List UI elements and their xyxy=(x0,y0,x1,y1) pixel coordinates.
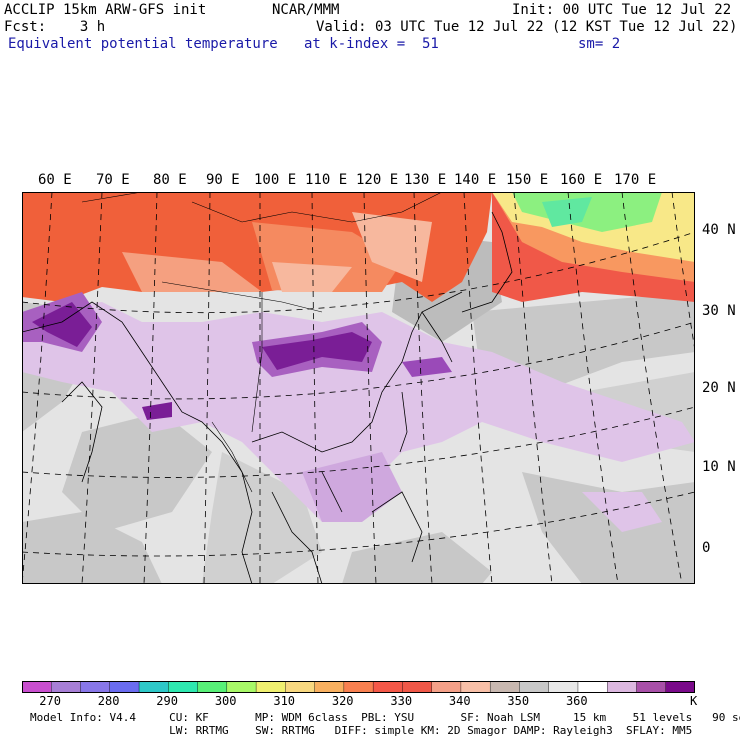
lon-label: 110 E xyxy=(305,172,348,188)
graticule xyxy=(22,192,695,584)
lon-label: 170 E xyxy=(614,172,657,188)
lon-label: 130 E xyxy=(404,172,447,188)
lon-label: 60 E xyxy=(38,172,72,188)
colorbar-tick-label: 320 xyxy=(331,694,354,708)
purple-core xyxy=(32,302,92,347)
model-title: ACCLIP 15km ARW-GFS init xyxy=(4,2,207,18)
colorbar-tick-label: 350 xyxy=(507,694,530,708)
gray-region xyxy=(22,512,162,584)
gray-region xyxy=(62,412,212,532)
colorbar xyxy=(22,681,695,693)
model-info-line1: Model Info: V4.4 CU: KF MP: WDM 6class P… xyxy=(30,711,740,724)
field-name: Equivalent potential temperature xyxy=(8,36,278,52)
colorbar-cell xyxy=(255,681,287,693)
valid-time: Valid: 03 UTC Tue 12 Jul 22 (12 KST Tue … xyxy=(316,19,738,35)
lat-label: 0 xyxy=(702,540,711,556)
green-region xyxy=(542,197,592,227)
colorbar-unit: K xyxy=(690,694,698,708)
colorbar-cell xyxy=(665,681,695,693)
salmon-region xyxy=(272,262,352,292)
colorbar-cell xyxy=(51,681,82,693)
colorbar-tick-label: 340 xyxy=(448,694,471,708)
colorbar-cell xyxy=(372,681,404,693)
lavender-region xyxy=(22,302,695,522)
lon-label: 70 E xyxy=(96,172,130,188)
organization-label: NCAR/MMM xyxy=(272,2,340,18)
theta-e-map xyxy=(22,192,695,584)
colorbar-cell xyxy=(431,681,462,693)
colorbar-cell xyxy=(607,681,638,693)
lavender-region xyxy=(302,452,402,522)
colorbar-cell xyxy=(343,681,374,693)
colorbar-cell xyxy=(402,681,433,693)
colorbar-tick-label: 310 xyxy=(273,694,296,708)
model-info-line2: LW: RRTMG SW: RRTMG DIFF: simple KM: 2D … xyxy=(30,724,693,737)
colorbar-tick-label: 300 xyxy=(214,694,237,708)
lat-label: 10 N xyxy=(702,459,736,475)
colorbar-cell xyxy=(489,681,521,693)
colorbar-tick-label: 280 xyxy=(97,694,120,708)
coastlines xyxy=(22,211,513,584)
smoothing-label: sm= 2 xyxy=(578,36,621,52)
lavender-region xyxy=(582,492,662,532)
violet-region xyxy=(402,357,452,377)
init-time: Init: 00 UTC Tue 12 Jul 22 xyxy=(512,2,732,18)
colorbar-cell xyxy=(460,681,491,693)
lon-label: 80 E xyxy=(153,172,187,188)
lon-label: 150 E xyxy=(506,172,549,188)
colorbar-cell xyxy=(80,681,111,693)
lon-label: 90 E xyxy=(206,172,240,188)
colorbar-cell xyxy=(226,681,257,693)
gray-region xyxy=(522,472,695,584)
colorbar-cell xyxy=(548,681,579,693)
colorbar-tick-label: 290 xyxy=(156,694,178,708)
colorbar-cell xyxy=(285,681,316,693)
colorbar-tick-label: 360 xyxy=(565,694,588,708)
lat-label: 30 N xyxy=(702,303,736,319)
colorbar-tick-label: 330 xyxy=(390,694,413,708)
lon-label: 160 E xyxy=(560,172,603,188)
colorbar-cell xyxy=(22,681,52,693)
colorbar-cell xyxy=(197,681,228,693)
colorbar-cell xyxy=(314,681,345,693)
colorbar-cell xyxy=(519,681,550,693)
colorbar-cell xyxy=(138,681,170,693)
gray-region xyxy=(342,532,492,584)
lon-label: 120 E xyxy=(356,172,399,188)
level-index: at k-index = 51 xyxy=(304,36,439,52)
lon-label: 140 E xyxy=(454,172,497,188)
salmon-region xyxy=(352,212,432,282)
forecast-hour: Fcst: 3 h xyxy=(4,19,106,35)
violet-region xyxy=(142,402,172,420)
lat-label: 20 N xyxy=(702,380,736,396)
country-borders xyxy=(81,192,443,493)
gray-region xyxy=(202,452,322,584)
gray-region xyxy=(472,292,695,392)
colorbar-cell xyxy=(636,681,667,693)
colorbar-cell xyxy=(109,681,140,693)
purple-core xyxy=(262,332,372,370)
lon-label: 100 E xyxy=(254,172,297,188)
lat-label: 40 N xyxy=(702,222,736,238)
colorbar-cell xyxy=(168,681,199,693)
colorbar-cell xyxy=(577,681,608,693)
salmon-region xyxy=(122,252,262,292)
colorbar-tick-label: 270 xyxy=(39,694,61,708)
